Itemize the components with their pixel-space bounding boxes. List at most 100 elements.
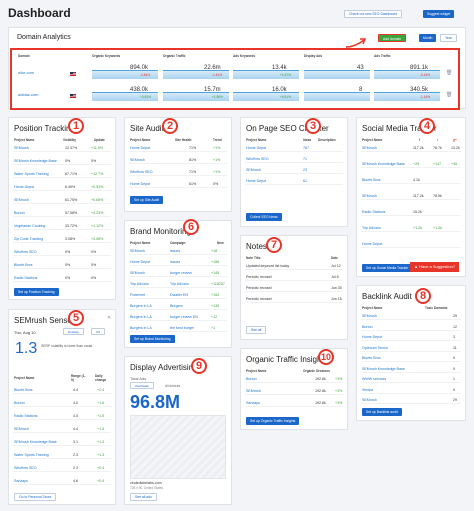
close-icon[interactable]: ✕ (107, 315, 112, 321)
project-link[interactable]: Burgers in LA (130, 304, 152, 308)
project-link[interactable]: SEMrush (14, 146, 29, 150)
project-link[interactable]: SEMrush (362, 194, 377, 198)
campaign-link[interactable]: issues (170, 260, 181, 264)
collect-seo-ideas-button[interactable]: Collect SEO Ideas (246, 213, 282, 221)
widget-title: Backlink Audit (362, 292, 412, 301)
project-link[interactable]: Sensia (362, 387, 373, 392)
table-row: Radio Stations 15.2k (361, 208, 461, 216)
project-link[interactable]: SEMrush (130, 249, 145, 253)
project-link[interactable]: Burton (14, 211, 25, 215)
table-cell: +118257 (211, 282, 225, 286)
campaign-link[interactable]: issues (170, 249, 181, 253)
project-link[interactable]: SEMrush (362, 146, 377, 150)
project-link[interactable]: WikiHow SEO (130, 170, 153, 174)
see-all-ads-button[interactable]: See all ads (130, 493, 157, 501)
project-link[interactable]: Burgers in LA (130, 315, 152, 319)
campaign-link[interactable]: burger review EN (170, 315, 198, 319)
project-link[interactable]: Burton (362, 324, 373, 329)
setup-position-tracking-button[interactable]: Set up Position Tracking (14, 288, 59, 296)
project-link[interactable]: Home Depot (362, 242, 383, 246)
domain-link[interactable]: nike.com (18, 70, 35, 75)
sparkline (304, 70, 370, 79)
month-toggle[interactable]: Month (419, 34, 437, 42)
setup-social-media-button[interactable]: Set up Social Media Tracker (362, 264, 413, 272)
project-link[interactable]: Bluebt Bros (14, 263, 33, 267)
project-link[interactable]: SEMrush (246, 168, 261, 172)
project-link[interactable]: SEMrush Knowledge Base (362, 162, 405, 166)
trash-icon[interactable]: 🗑 (446, 92, 453, 98)
project-link[interactable]: SEMrush (14, 427, 29, 431)
campaign-link[interactable]: the best burger (170, 326, 195, 330)
project-link[interactable]: Home Depot (130, 146, 151, 150)
project-link[interactable]: Home Depot (130, 260, 151, 264)
add-domain-button[interactable]: Add domain (378, 34, 407, 42)
project-link[interactable]: Home Depot (246, 179, 267, 183)
region-select[interactable]: Worldwide (130, 382, 154, 389)
setup-backlink-audit-button[interactable]: Set up Backlink audit (362, 408, 402, 416)
table-row: SEMrush Knowledge Base 0 (361, 365, 461, 373)
setup-brand-monitoring-button[interactable]: Set up Brand Monitoring (130, 335, 175, 343)
project-link[interactable]: Vegetarian Cooking (14, 224, 46, 228)
project-link[interactable]: Burton (14, 401, 25, 405)
project-link[interactable]: SEMrush (362, 314, 377, 318)
project-link[interactable]: WikiHow SEO (14, 250, 37, 254)
table-cell: +12 (211, 315, 218, 319)
project-link[interactable]: SEMrush (362, 398, 377, 402)
project-link[interactable]: SEMrush (130, 271, 145, 275)
project-link[interactable]: Burton (246, 377, 257, 381)
project-link[interactable]: Home Depot (130, 182, 151, 186)
project-link[interactable]: Optimum Tennis (362, 345, 388, 350)
project-link[interactable]: Bluebt Bros (14, 388, 33, 392)
project-link[interactable]: SEMrush Knowledge Base (362, 366, 405, 371)
project-link[interactable]: Trip Advisor (362, 226, 381, 230)
project-link[interactable]: WikiHow SEO (246, 157, 269, 161)
country-select[interactable]: US (91, 328, 106, 335)
table-row: Optimum Tennis 11 (361, 344, 461, 352)
table-cell: 192.8k (315, 401, 326, 405)
project-link[interactable]: Sarizays (14, 479, 28, 483)
project-link[interactable]: SEMrush (246, 389, 261, 393)
suggest-widget-button[interactable]: Suggest widget (423, 10, 455, 18)
device-select[interactable]: Desktop (63, 328, 85, 335)
project-link[interactable]: Sarizays (246, 401, 260, 405)
project-link[interactable]: WWW services (362, 377, 387, 381)
project-link[interactable]: Burgers in LA (130, 326, 152, 330)
project-link[interactable]: Bluebt Bros (362, 356, 381, 360)
campaign-link[interactable]: Dwaller EN (170, 293, 188, 297)
project-link[interactable]: Zip Code Tracking (14, 237, 44, 241)
project-link[interactable]: Home Depot (362, 335, 383, 339)
suggestion-tab[interactable]: ▲ Have a Suggestion? (410, 262, 460, 272)
setup-site-audit-button[interactable]: Set up Site Audit (130, 196, 164, 204)
campaign-link[interactable]: Trip Advisor (170, 282, 189, 286)
project-link[interactable]: WikiHow SEO (14, 466, 37, 470)
table-cell: +147 (433, 162, 442, 166)
project-link[interactable]: Powernet (130, 293, 146, 297)
project-link[interactable]: Radio Stations (14, 276, 38, 280)
table-cell: +1.3 (97, 440, 105, 444)
trash-icon[interactable]: 🗑 (446, 70, 453, 76)
project-link[interactable]: SEMrush (130, 158, 145, 162)
project-link[interactable]: SEMrush (14, 198, 29, 202)
campaign-link[interactable]: burger review (170, 271, 192, 275)
check-new-dashboard-button[interactable]: Check out new SEO Dashboard (344, 10, 403, 18)
campaign-link[interactable]: Burgers (170, 304, 183, 308)
see-all-notes-button[interactable]: See all (246, 326, 267, 334)
project-link[interactable]: Radio Stations (362, 210, 386, 214)
project-link[interactable]: Water Sports Training (14, 172, 49, 176)
project-link[interactable]: Trip Advisor (130, 282, 149, 286)
domain-link[interactable]: adidas.com (18, 92, 39, 97)
project-link[interactable]: Home Depot (14, 185, 35, 189)
personal-score-button[interactable]: Go to Personal Score (14, 493, 57, 501)
marker-1: 1 (68, 118, 84, 134)
setup-organic-traffic-button[interactable]: Set up Organic Traffic Insights (246, 417, 300, 425)
project-link[interactable]: Home Depot (246, 146, 267, 150)
project-link[interactable]: SEMrush Knowledge Base (14, 440, 57, 444)
project-link[interactable]: SEMrush Knowledge Base (14, 159, 57, 163)
project-link[interactable]: Bluebt Bros (362, 178, 381, 182)
project-link[interactable]: Radio Stations (14, 414, 38, 418)
table-row: Periodic recrawl Jun 15 (245, 295, 343, 303)
widget-title: On Page SEO Checker (246, 124, 329, 133)
sparkline (163, 70, 229, 79)
year-toggle[interactable]: Year (440, 34, 457, 42)
project-link[interactable]: Water Sports Training (14, 453, 49, 457)
